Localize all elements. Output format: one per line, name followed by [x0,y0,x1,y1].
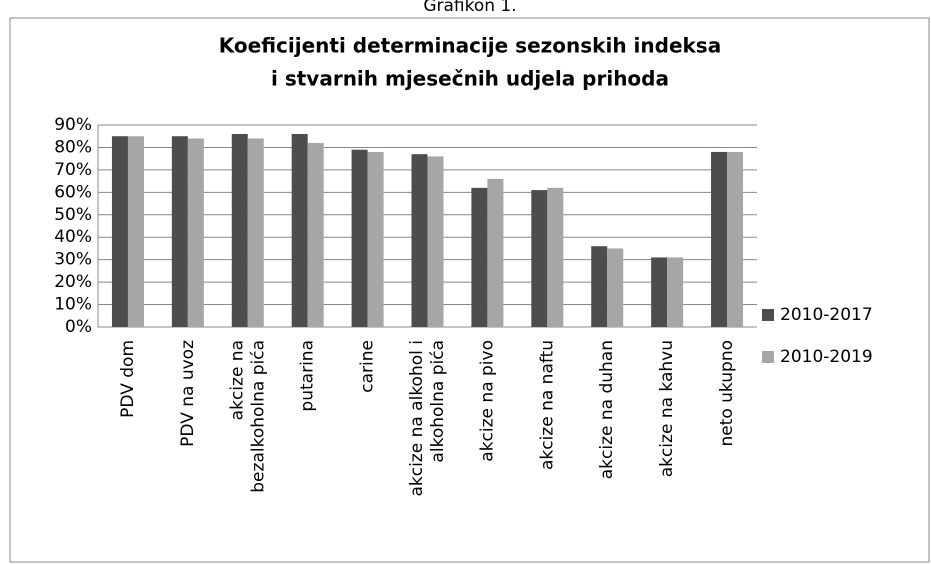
x-tick-label: PDV na uvoz [178,340,198,447]
bar [531,190,548,327]
bar [591,246,608,327]
bar [487,178,504,327]
chart-frame [9,17,930,563]
y-tick-label: 0% [65,317,92,337]
bar [607,248,624,327]
bar [727,151,744,327]
y-tick-label: 20% [54,272,92,292]
y-tick-label: 80% [54,137,92,157]
bar [171,136,188,327]
y-tick-label: 90% [54,115,92,135]
legend-label: 2010-2019 [780,347,873,367]
bar [427,156,444,327]
bar [711,151,728,327]
y-tick-label: 50% [54,205,92,225]
bar [247,138,264,327]
x-tick-label: carine [358,340,378,393]
x-tick-label: neto ukupno [717,340,737,447]
y-tick-label: 70% [54,160,92,180]
bar [351,149,368,327]
legend-label: 2010-2017 [780,305,873,325]
x-tick-label: akcize na alkohol ialkoholna pića [407,340,448,497]
x-tick-label: putarina [298,340,318,412]
bar [127,136,144,327]
bar [547,187,564,327]
bar [367,151,384,327]
x-tick-label: akcize na kahvu [657,340,677,477]
y-tick-label: 10% [54,295,92,315]
chart-caption: Grafikon 1. [423,0,516,16]
x-tick-label: akcize na duhan [597,340,617,479]
bar [231,133,248,327]
bar [187,138,204,327]
legend-swatch [762,351,774,363]
bar [651,257,668,327]
x-tick-label: akcize nabezalkoholna pića [227,340,268,493]
bar [111,136,128,327]
bar [307,142,324,327]
bar [667,257,684,327]
x-tick-label: akcize na naftu [537,340,557,470]
y-tick-label: 30% [54,250,92,270]
legend-swatch [762,309,774,321]
bar [471,187,488,327]
x-tick-label: PDV dom [118,340,138,418]
y-tick-label: 60% [54,182,92,202]
y-tick-label: 40% [54,227,92,247]
bar [411,154,428,327]
bar [291,133,308,327]
chart-title: Koeficijenti determinacije sezonskih ind… [219,33,721,90]
x-tick-label: akcize na pivo [477,340,497,462]
